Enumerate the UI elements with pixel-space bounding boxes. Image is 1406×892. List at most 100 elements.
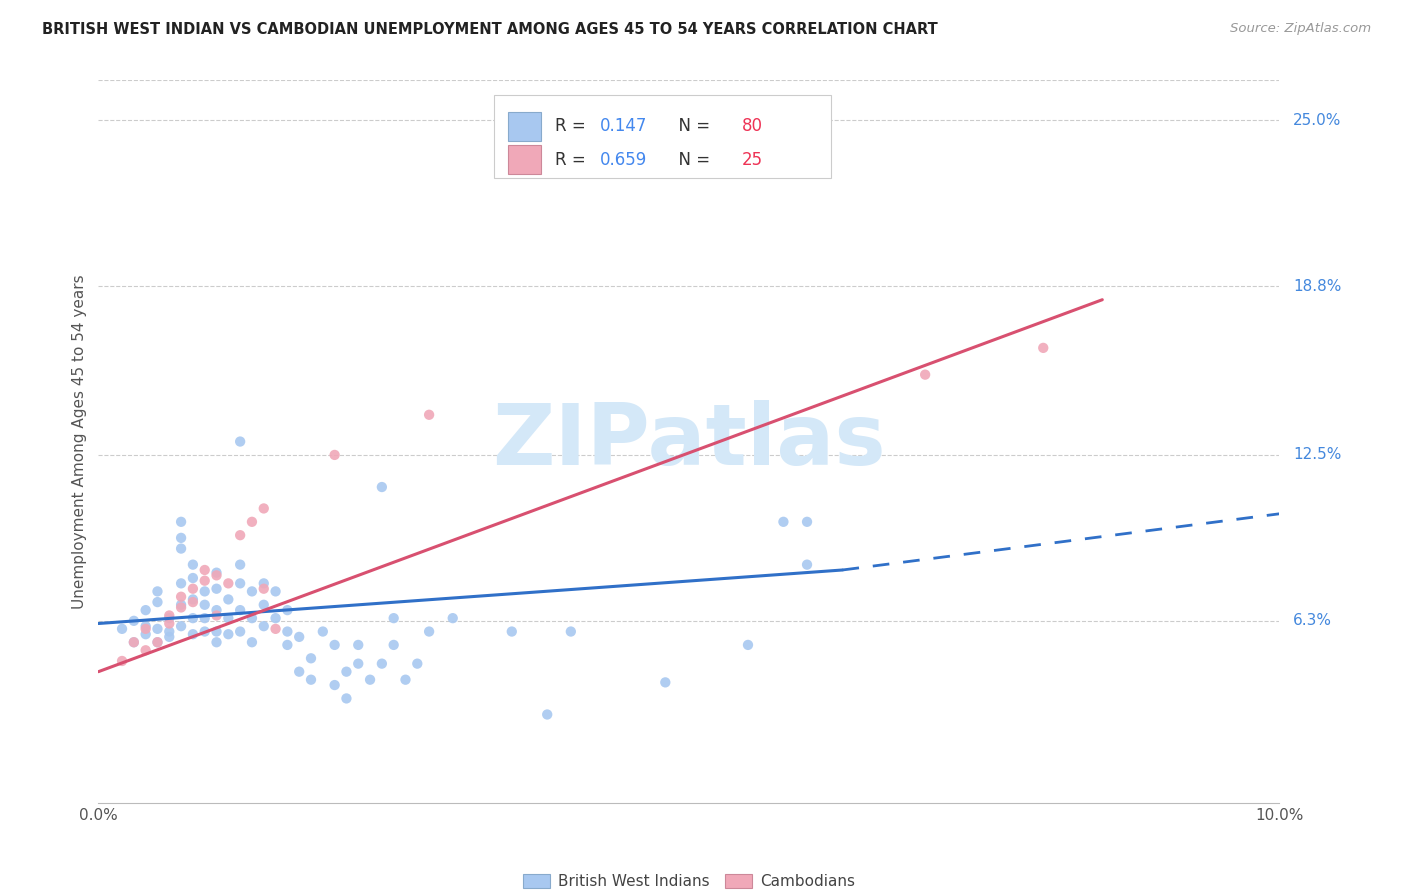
Point — [253, 619, 276, 633]
Point — [194, 624, 217, 639]
Point — [170, 598, 193, 612]
Point — [240, 635, 263, 649]
Text: 0.659: 0.659 — [600, 151, 648, 169]
Point — [914, 368, 936, 382]
Point — [229, 558, 252, 572]
Point — [276, 624, 298, 639]
Text: N =: N = — [668, 118, 716, 136]
Point — [796, 558, 818, 572]
Point — [276, 603, 298, 617]
Point — [205, 582, 228, 596]
Point — [122, 614, 145, 628]
Text: R =: R = — [555, 151, 592, 169]
Point — [229, 576, 252, 591]
Point — [441, 611, 464, 625]
Point — [111, 654, 134, 668]
FancyBboxPatch shape — [508, 145, 541, 174]
Point — [264, 584, 287, 599]
Point — [288, 665, 311, 679]
Point — [205, 603, 228, 617]
Point — [181, 558, 204, 572]
Point — [240, 611, 263, 625]
Point — [194, 574, 217, 588]
Point — [323, 638, 346, 652]
Point — [146, 622, 169, 636]
Point — [181, 571, 204, 585]
Text: 12.5%: 12.5% — [1294, 448, 1341, 462]
Point — [111, 622, 134, 636]
Point — [135, 627, 157, 641]
Point — [654, 675, 676, 690]
Point — [772, 515, 794, 529]
Point — [181, 595, 204, 609]
Point — [536, 707, 558, 722]
Point — [299, 673, 322, 687]
Point — [217, 627, 239, 641]
Point — [288, 630, 311, 644]
Point — [335, 691, 357, 706]
Point — [796, 515, 818, 529]
Point — [146, 584, 169, 599]
Point — [170, 619, 193, 633]
Point — [170, 576, 193, 591]
Text: 25: 25 — [742, 151, 763, 169]
Point — [146, 595, 169, 609]
Point — [194, 598, 217, 612]
Point — [170, 531, 193, 545]
FancyBboxPatch shape — [508, 112, 541, 141]
Point — [382, 638, 405, 652]
Point — [229, 624, 252, 639]
Point — [170, 600, 193, 615]
Point — [418, 408, 440, 422]
Point — [323, 448, 346, 462]
Point — [560, 624, 582, 639]
Point — [264, 622, 287, 636]
Point — [181, 611, 204, 625]
Point — [181, 627, 204, 641]
Point — [240, 515, 263, 529]
Point — [157, 624, 180, 639]
Point — [217, 576, 239, 591]
Point — [170, 541, 193, 556]
Point — [371, 657, 394, 671]
Point — [501, 624, 523, 639]
Point — [194, 611, 217, 625]
Point — [276, 638, 298, 652]
Text: R =: R = — [555, 118, 592, 136]
Point — [205, 608, 228, 623]
Point — [122, 635, 145, 649]
Text: ZIPatlas: ZIPatlas — [492, 400, 886, 483]
Text: Source: ZipAtlas.com: Source: ZipAtlas.com — [1230, 22, 1371, 36]
Point — [194, 563, 217, 577]
Point — [312, 624, 335, 639]
Text: 6.3%: 6.3% — [1294, 614, 1333, 628]
Point — [240, 584, 263, 599]
Point — [205, 635, 228, 649]
Point — [122, 635, 145, 649]
Point — [146, 635, 169, 649]
Point — [205, 566, 228, 580]
Point — [382, 611, 405, 625]
Text: BRITISH WEST INDIAN VS CAMBODIAN UNEMPLOYMENT AMONG AGES 45 TO 54 YEARS CORRELAT: BRITISH WEST INDIAN VS CAMBODIAN UNEMPLO… — [42, 22, 938, 37]
Point — [371, 480, 394, 494]
Point — [418, 624, 440, 639]
Point — [264, 611, 287, 625]
Point — [335, 665, 357, 679]
Point — [181, 592, 204, 607]
Point — [229, 434, 252, 449]
Point — [205, 568, 228, 582]
Point — [253, 598, 276, 612]
Point — [394, 673, 416, 687]
Point — [157, 616, 180, 631]
FancyBboxPatch shape — [494, 95, 831, 178]
Point — [253, 501, 276, 516]
Point — [253, 576, 276, 591]
Point — [323, 678, 346, 692]
Text: 0.147: 0.147 — [600, 118, 648, 136]
Point — [194, 584, 217, 599]
Point — [170, 590, 193, 604]
Point — [347, 638, 370, 652]
Point — [299, 651, 322, 665]
Point — [217, 611, 239, 625]
Point — [181, 582, 204, 596]
